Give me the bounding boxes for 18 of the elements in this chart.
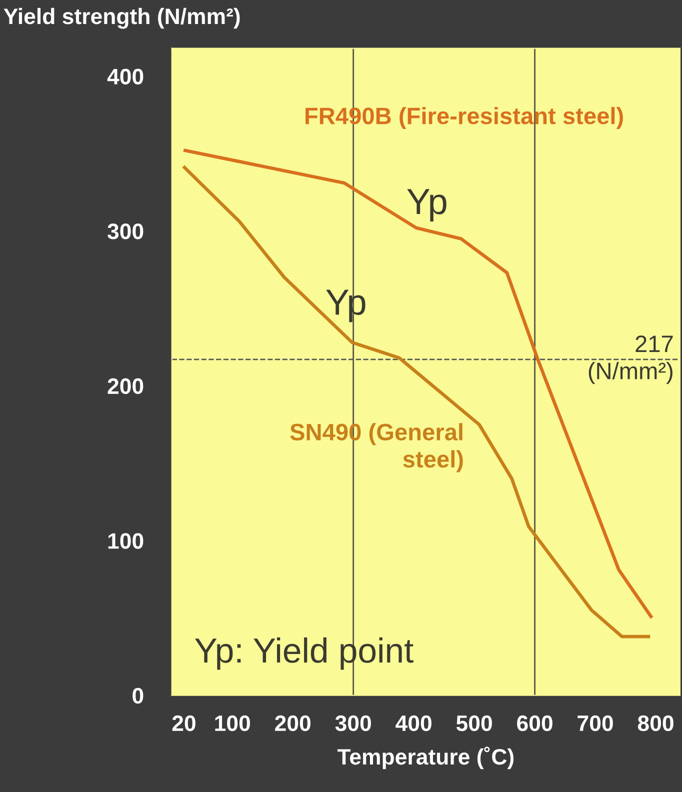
x-tick-label: 600 xyxy=(517,715,552,732)
annotation: Yp xyxy=(407,189,446,222)
y-tick-label: 0 xyxy=(132,688,144,704)
y-tick-label: 200 xyxy=(108,378,144,394)
y-axis-title: Yield strength (N/mm²) xyxy=(4,8,240,29)
y-tick-label: 400 xyxy=(107,68,144,84)
x-tick-label: 800 xyxy=(638,715,674,732)
x-axis-title: Temperature (˚C) xyxy=(337,746,514,770)
x-tick-label: 300 xyxy=(335,715,371,732)
x-tick-label: 700 xyxy=(578,715,613,732)
y-tick-label: 100 xyxy=(108,533,144,549)
x-tick-label: 200 xyxy=(275,715,310,732)
x-tick-label: 100 xyxy=(215,715,250,732)
x-tick-label: 400 xyxy=(396,715,432,732)
ref-line-label: 217 (N/mm²) xyxy=(588,336,673,384)
y-tick-label: 300 xyxy=(108,224,144,240)
x-tick-label: 20 xyxy=(172,715,196,732)
x-tick-label: 500 xyxy=(456,715,492,732)
